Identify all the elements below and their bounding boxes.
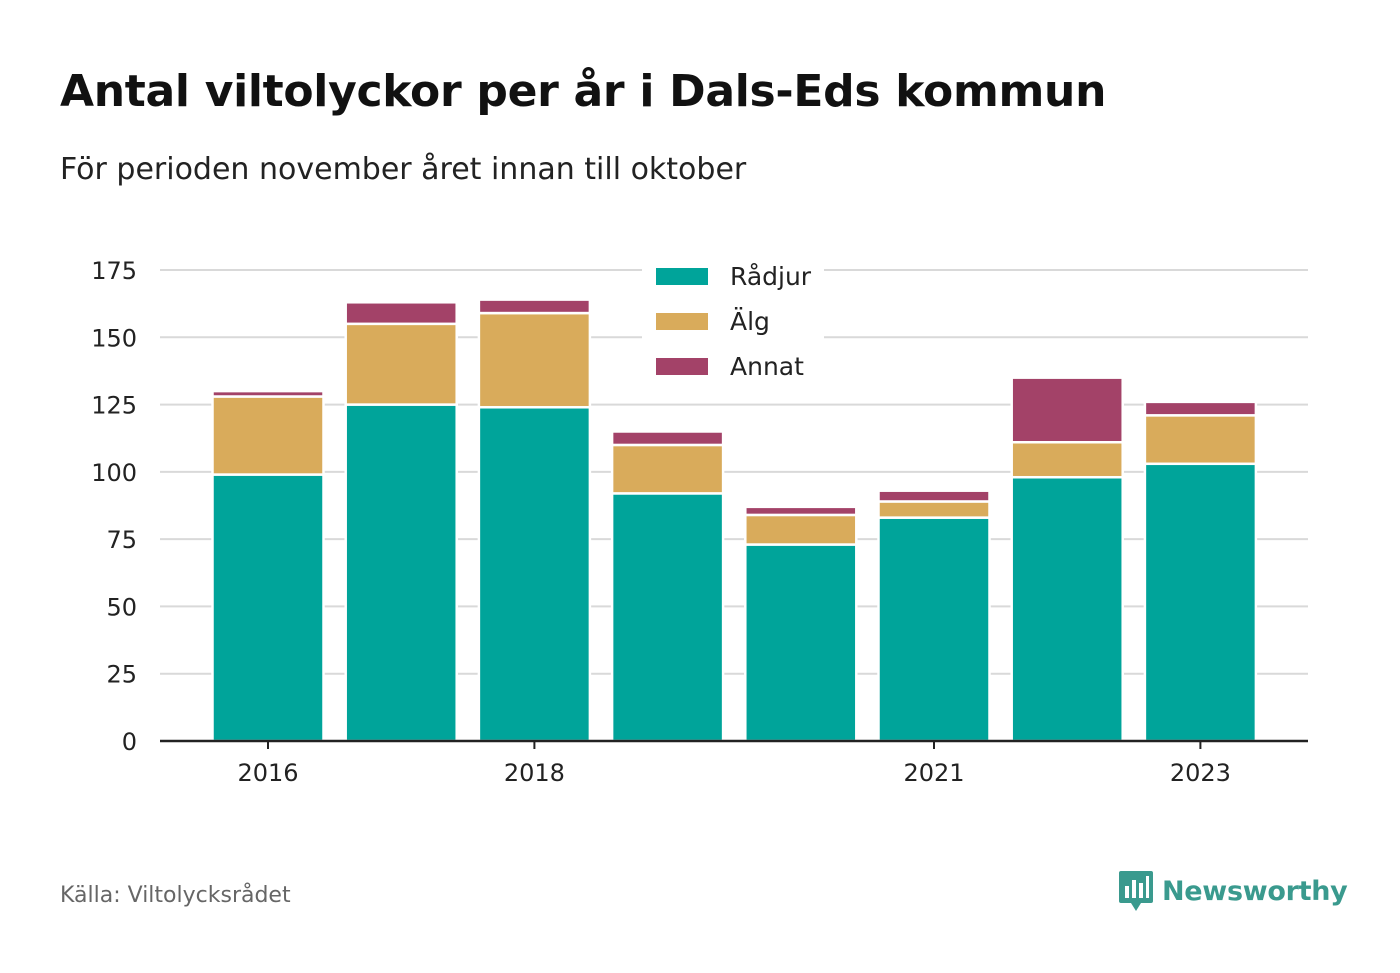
- bar-segment: [1010, 376, 1124, 444]
- bar-segment: [1010, 441, 1124, 479]
- x-tick-label: 2021: [903, 759, 964, 787]
- bar-segment: [610, 443, 725, 495]
- bar-segment: [211, 389, 325, 398]
- bar-segment: [344, 322, 458, 406]
- newsworthy-logo-icon: [1119, 871, 1153, 911]
- bar-segment: [1143, 414, 1258, 466]
- legend-label: Annat: [730, 352, 804, 381]
- x-axis-ticks: 2016 2018 2021 2023: [237, 741, 1231, 787]
- bar-segment: [344, 301, 458, 326]
- bar-segment: [744, 505, 858, 517]
- source-note: Källa: Viltolycksrådet: [60, 883, 291, 908]
- x-tick-label: 2016: [237, 759, 298, 787]
- bar-segment: [1010, 475, 1124, 743]
- y-tick-label: 75: [106, 526, 137, 554]
- bar-segment: [477, 311, 592, 409]
- legend-swatch: [656, 313, 708, 330]
- bar-segment: [744, 513, 858, 546]
- y-tick-label: 125: [91, 392, 137, 420]
- bar-segment: [211, 395, 325, 476]
- y-tick-label: 100: [91, 459, 137, 487]
- y-tick-label: 25: [106, 661, 137, 689]
- brand-name: Newsworthy: [1162, 875, 1348, 907]
- legend: Rådjur Älg Annat: [642, 255, 824, 385]
- x-tick-label: 2018: [504, 759, 565, 787]
- bars: [211, 298, 1258, 743]
- chart-title: Antal viltolyckor per år i Dals-Eds komm…: [60, 66, 1107, 117]
- bar-segment: [877, 489, 991, 503]
- bar-segment: [211, 473, 325, 743]
- chart-subtitle: För perioden november året innan till ok…: [60, 152, 747, 187]
- bar-segment: [877, 516, 991, 743]
- y-tick-label: 0: [122, 728, 137, 756]
- bar-segment: [877, 500, 991, 519]
- legend-swatch: [656, 268, 708, 285]
- legend-swatch: [656, 358, 708, 375]
- bar-segment: [610, 430, 725, 447]
- bar-segment: [1143, 462, 1258, 743]
- x-tick-label: 2023: [1170, 759, 1231, 787]
- y-tick-label: 175: [91, 257, 137, 285]
- legend-label: Rådjur: [730, 262, 812, 291]
- bar-segment: [610, 492, 725, 743]
- y-axis-tick-labels: 0 25 50 75 100 125 150 175: [91, 257, 137, 756]
- bar-segment: [477, 298, 592, 315]
- bar-segment: [744, 543, 858, 743]
- bar-segment: [1143, 400, 1258, 417]
- legend-label: Älg: [730, 307, 770, 336]
- bar-segment: [477, 406, 592, 743]
- y-tick-label: 150: [91, 324, 137, 352]
- bar-segment: [344, 403, 458, 743]
- brand-logo: Newsworthy: [1118, 869, 1348, 913]
- y-tick-label: 50: [106, 593, 137, 621]
